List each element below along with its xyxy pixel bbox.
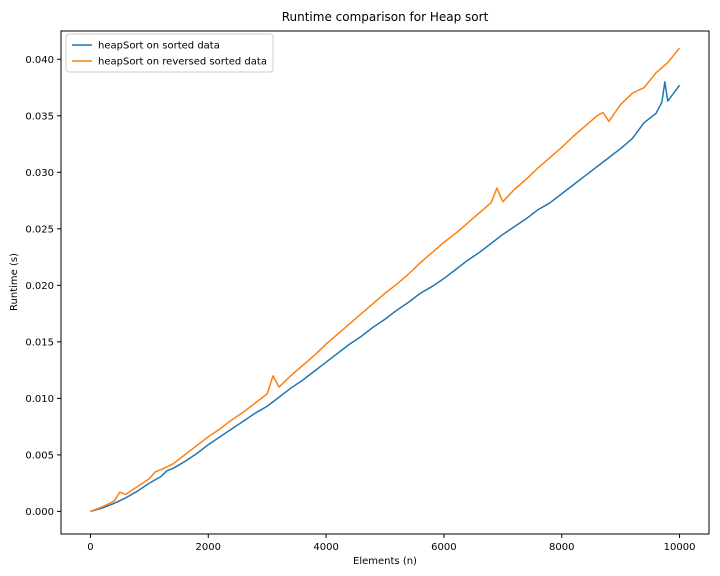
x-tick-label: 10000	[664, 542, 696, 553]
chart-title: Runtime comparison for Heap sort	[282, 10, 489, 24]
y-tick-label: 0.005	[25, 450, 54, 461]
y-tick-label: 0.035	[25, 111, 54, 122]
y-tick-label: 0.015	[25, 337, 54, 348]
legend: heapSort on sorted data heapSort on rever…	[65, 33, 274, 73]
y-axis-label: Runtime (s)	[9, 253, 20, 311]
y-tick-label: 0.030	[25, 168, 54, 179]
y-tick-label: 0.040	[25, 55, 54, 66]
x-tick-label: 4000	[313, 542, 338, 553]
x-tick-label: 6000	[431, 542, 456, 553]
plot-area	[90, 47, 681, 513]
x-axis: 0 2000 4000 6000 8000 10000	[87, 534, 695, 553]
legend-label-1: heapSort on sorted data	[98, 41, 220, 52]
series-line-2	[90, 47, 681, 513]
y-tick-label: 0.000	[25, 507, 54, 518]
y-axis: 0.000 0.005 0.010 0.015 0.020 0.025 0.030 0.035…	[25, 55, 61, 518]
x-axis-label: Elements (n)	[353, 556, 417, 567]
legend-label-2: heapSort on reversed sorted data	[98, 57, 267, 68]
y-tick-label: 0.010	[25, 394, 54, 405]
series-line-1	[90, 81, 681, 513]
legend-box	[65, 33, 274, 73]
y-tick-label: 0.025	[25, 224, 54, 235]
y-tick-label: 0.020	[25, 281, 54, 292]
x-tick-label: 8000	[549, 542, 574, 553]
x-tick-label: 0	[87, 542, 93, 553]
plot-frame	[60, 30, 710, 535]
x-tick-label: 2000	[196, 542, 221, 553]
